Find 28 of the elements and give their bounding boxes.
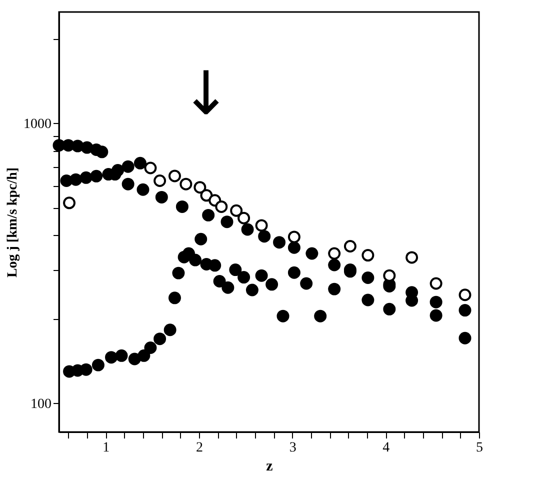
point (406, 251, 418, 264)
point (328, 247, 341, 260)
point (215, 200, 228, 213)
x-axis-title: z (266, 458, 274, 474)
x-tick-label: 2 (196, 440, 203, 456)
point (194, 181, 206, 194)
point (63, 196, 76, 210)
point (458, 288, 472, 302)
point (288, 230, 300, 244)
point (230, 204, 243, 217)
point (200, 189, 213, 202)
y-tick-label: 1000 (24, 116, 52, 132)
point (344, 240, 356, 252)
x-tick-label: 3 (289, 440, 296, 456)
point (144, 162, 157, 174)
x-tick-label: 4 (382, 440, 390, 456)
x-tick-label: 5 (476, 440, 483, 456)
point (430, 277, 442, 290)
y-axis-title: Log j [km/s kpc/h] (6, 167, 20, 278)
point (255, 219, 268, 232)
point (154, 174, 166, 187)
point (168, 170, 181, 182)
y-tick-label: 100 (30, 396, 52, 412)
x-tick-label: 1 (102, 440, 110, 456)
annotation: ↓ (180, 59, 232, 129)
point (238, 212, 250, 224)
point (180, 178, 192, 190)
point (362, 249, 374, 262)
